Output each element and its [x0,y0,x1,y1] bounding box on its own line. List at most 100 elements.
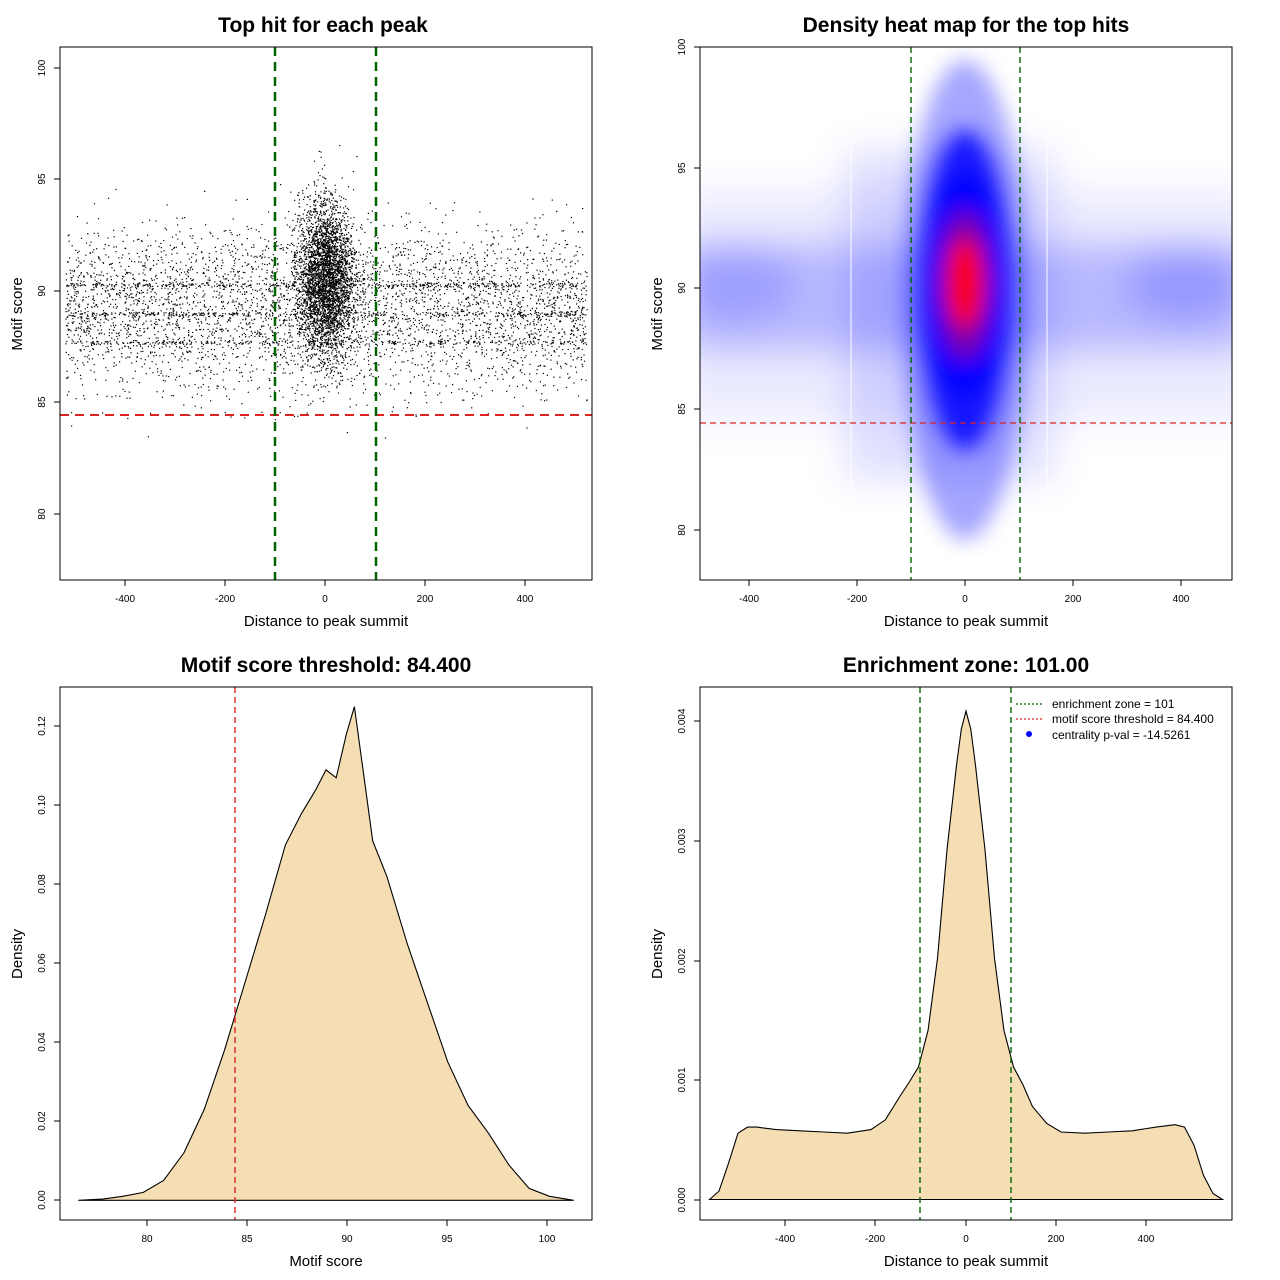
scatter-point [302,345,304,347]
scatter-point [549,293,551,295]
scatter-point [247,391,249,393]
scatter-point [507,257,509,259]
scatter-point [431,246,433,248]
scatter-point [305,301,307,303]
scatter-point [324,363,326,365]
scatter-point [217,317,220,319]
scatter-point [89,263,91,265]
scatter-point [363,299,365,301]
scatter-point [342,362,344,364]
scatter-point [409,240,411,242]
scatter-point [69,269,71,271]
scatter-point [570,216,572,219]
scatter-point [143,308,145,311]
scatter-point [433,370,435,372]
scatter-point [522,296,524,299]
scatter-point [377,287,380,289]
scatter-point [259,356,261,358]
scatter-point [492,303,494,305]
scatter-point [316,328,318,330]
scatter-point [260,317,262,319]
scatter-point [95,379,97,381]
scatter-point [578,348,580,350]
scatter-point [496,342,498,344]
scatter-point [320,345,322,347]
scatter-point [413,298,416,300]
scatter-point [371,287,373,289]
scatter-point [175,262,177,264]
scatter-point [435,311,437,313]
scatter-point [105,367,107,369]
scatter-point [550,331,552,333]
scatter-point [208,367,210,369]
scatter-point [153,296,155,298]
scatter-point [559,258,561,260]
scatter-point [335,300,337,302]
scatter-point [308,297,310,299]
scatter-point [325,178,327,180]
scatter-point [522,316,524,318]
scatter-point [336,250,338,253]
scatter-point [466,364,468,366]
scatter-point [118,335,120,337]
scatter-point [294,262,296,264]
scatter-point [322,297,324,299]
scatter-point [438,281,440,283]
scatter-point [574,286,577,288]
scatter-point [480,241,482,243]
scatter-point [538,273,540,275]
scatter-point [125,357,127,359]
scatter-point [380,290,382,292]
scatter-point [104,301,106,303]
scatter-point [243,354,245,357]
scatter-point [203,304,205,306]
scatter-point [331,227,333,229]
scatter-point [90,276,92,278]
scatter-point [93,272,95,274]
scatter-point [221,265,223,267]
scatter-point [329,363,331,365]
scatter-point [476,337,478,339]
scatter-point [378,364,380,366]
scatter-point [156,263,158,265]
scatter-point [408,327,410,329]
scatter-point [481,270,484,272]
scatter-point [584,326,586,328]
scatter-point [355,299,357,301]
scatter-point [522,405,524,407]
scatter-point [227,330,229,332]
scatter-point [172,341,174,343]
scatter-point [297,347,299,349]
scatter-point [176,252,178,254]
scatter-point [250,376,252,378]
scatter-point [454,315,456,317]
scatter-point [129,258,131,260]
scatter-point [138,292,140,294]
scatter-point [110,276,112,278]
scatter-point [413,337,415,339]
scatter-point [542,372,544,375]
scatter-point [573,325,575,327]
scatter-point [294,262,296,264]
scatter-point [307,254,309,256]
scatter-point [543,365,545,367]
scatter-point [87,233,89,235]
scatter-point [274,327,276,329]
scatter-point [544,400,546,402]
scatter-point [199,328,201,331]
scatter-point [450,280,452,282]
scatter-point [369,354,372,356]
scatter-point [107,351,109,353]
scatter-point [230,291,232,293]
scatter-point [461,259,463,262]
scatter-point [289,244,291,246]
scatter-point [96,393,98,396]
scatter-point [325,230,328,232]
scatter-point [320,213,322,215]
scatter-point [333,309,335,311]
scatter-point [526,305,529,307]
scatter-point [188,331,190,333]
scatter-point [295,316,297,318]
scatter-point [457,322,460,324]
scatter-point [392,273,394,275]
